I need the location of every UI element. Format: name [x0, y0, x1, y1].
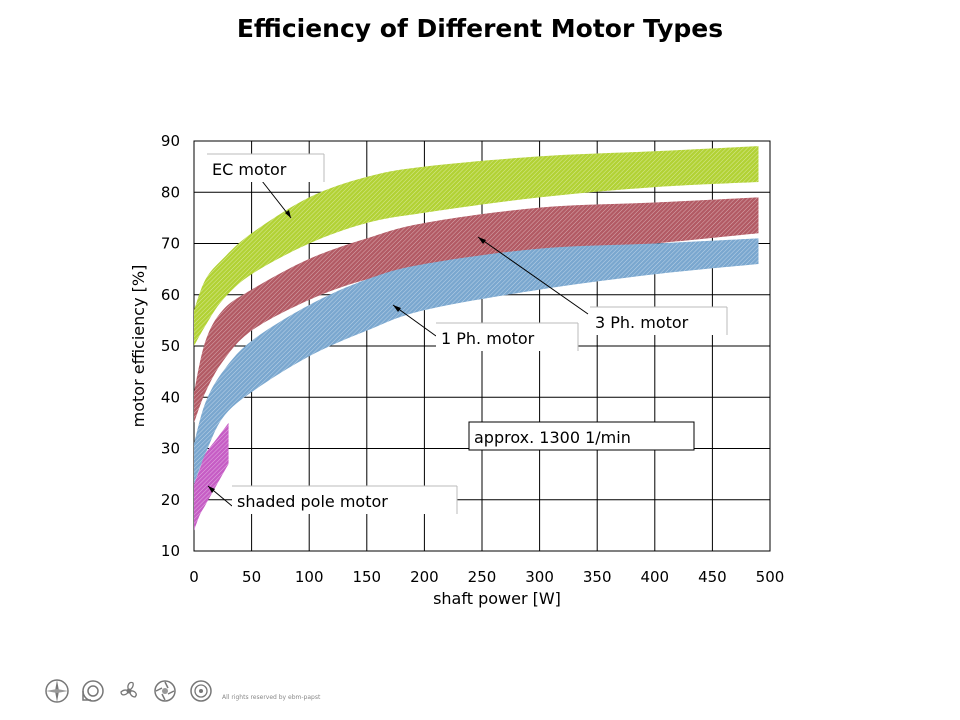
x-axis-ticks: 0 50 100 150 200 250 300 350 400 450 500 — [189, 568, 784, 586]
one-phase-motor-label-box — [436, 323, 578, 351]
three-phase-motor-arrowhead — [478, 237, 486, 244]
y-axis-ticks: 10 20 30 40 50 60 70 80 90 — [161, 132, 180, 560]
y-tick-label: 20 — [161, 491, 180, 509]
x-axis-label: shaft power [W] — [433, 589, 561, 608]
shaded-pole-motor-band-hatch — [194, 422, 229, 531]
x-tick-label: 150 — [352, 568, 381, 586]
y-tick-label: 60 — [161, 286, 180, 304]
compass-logo-icon — [45, 679, 69, 703]
y-tick-label: 90 — [161, 132, 180, 150]
one-phase-motor-arrow — [392, 304, 437, 337]
x-tick-label: 200 — [410, 568, 439, 586]
ec-motor-band-hatch — [194, 146, 759, 346]
y-tick-label: 30 — [161, 440, 180, 458]
blower-logo-icon — [82, 680, 104, 702]
annotations: EC motor 3 Ph. motor 1 Ph. motor shaded … — [207, 153, 728, 514]
x-tick-label: 350 — [583, 568, 612, 586]
three-phase-motor-label-box — [590, 307, 727, 335]
x-tick-label: 500 — [756, 568, 785, 586]
ec-motor-label-box — [207, 154, 324, 182]
one-phase-motor-arrowhead — [393, 305, 401, 312]
shaded-pole-motor-label-box — [232, 486, 457, 514]
chart-title: Efficiency of Different Motor Types — [236, 14, 724, 43]
axial-logo-icon — [154, 680, 176, 702]
y-tick-label: 50 — [161, 337, 180, 355]
fan-logo-icon — [120, 681, 137, 698]
ec-motor-label: EC motor — [212, 160, 287, 179]
radial-logo-icon — [190, 680, 212, 702]
y-axis-label: motor efficiency [%] — [129, 265, 148, 428]
y-tick-label: 80 — [161, 183, 180, 201]
y-tick-label: 10 — [161, 542, 180, 560]
ec-motor-arrowhead — [285, 210, 291, 218]
efficiency-bands — [194, 146, 759, 531]
shaded-pole-motor-arrowhead — [208, 486, 215, 493]
speed-note-box — [468, 421, 695, 451]
footer-logos — [44, 676, 224, 706]
x-tick-label: 400 — [640, 568, 669, 586]
x-tick-label: 0 — [189, 568, 199, 586]
y-tick-label: 70 — [161, 235, 180, 253]
1-ph-motor-band-hatch — [194, 238, 759, 485]
one-phase-motor-label: 1 Ph. motor — [441, 329, 535, 348]
3-ph-motor-band-hatch — [194, 197, 759, 423]
x-tick-label: 450 — [698, 568, 727, 586]
three-phase-motor-arrow — [477, 236, 589, 315]
x-tick-label: 100 — [295, 568, 324, 586]
x-tick-label: 50 — [242, 568, 261, 586]
speed-note-label: approx. 1300 1/min — [474, 428, 631, 447]
shaded-pole-motor-label: shaded pole motor — [237, 492, 388, 511]
three-phase-motor-label: 3 Ph. motor — [595, 313, 689, 332]
x-tick-label: 250 — [468, 568, 497, 586]
y-tick-label: 40 — [161, 388, 180, 406]
x-tick-label: 300 — [525, 568, 554, 586]
copyright-text: All rights reserved by ebm-papst — [222, 694, 321, 701]
ec-motor-arrow — [261, 180, 292, 219]
